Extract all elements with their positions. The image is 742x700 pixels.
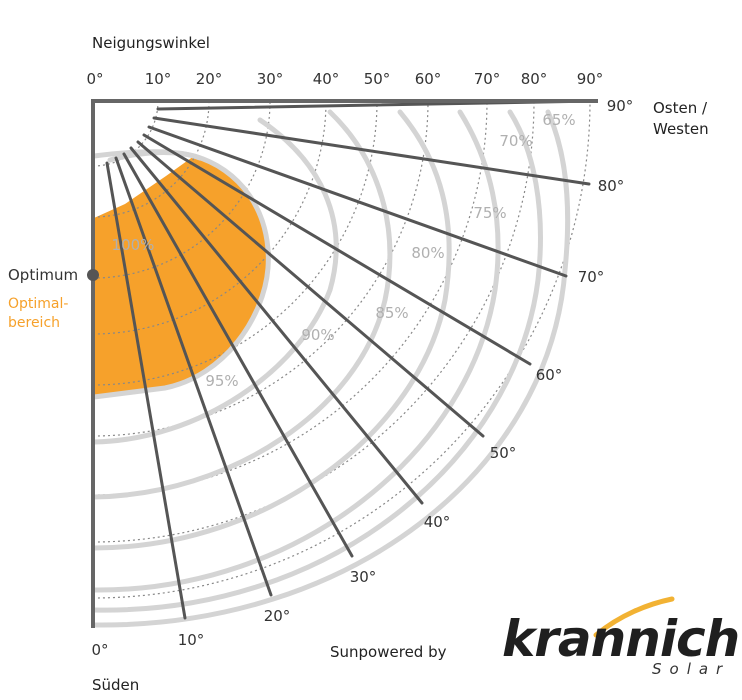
south-label: Süden bbox=[92, 676, 139, 694]
orientation-tick-30: 30° bbox=[350, 568, 377, 586]
spoke-20 bbox=[114, 156, 273, 597]
contour-85 bbox=[91, 109, 393, 500]
tilt-tick-10: 10° bbox=[145, 70, 172, 88]
tilt-tick-30: 30° bbox=[257, 70, 284, 88]
contour-95 bbox=[91, 150, 271, 400]
orientation-tick-70: 70° bbox=[578, 268, 605, 286]
contour-75 bbox=[91, 109, 501, 593]
orientation-tick-90: 90° bbox=[607, 97, 634, 115]
spoke-40 bbox=[129, 146, 424, 505]
sunpowered-by-text: Sunpowered by bbox=[330, 643, 447, 661]
grid-arc bbox=[92, 100, 159, 167]
yield-label-95: 95% bbox=[205, 372, 238, 390]
tilt-tick-40: 40° bbox=[313, 70, 340, 88]
yield-label-75: 75% bbox=[473, 204, 506, 222]
spoke-60 bbox=[142, 133, 532, 366]
orientation-tick-40: 40° bbox=[424, 513, 451, 531]
yield-label-90: 90% bbox=[301, 326, 334, 344]
tilt-tick-70: 70° bbox=[474, 70, 501, 88]
brand-logo-text: krannich bbox=[502, 610, 739, 668]
tilt-tick-0: 0° bbox=[86, 70, 103, 88]
tilt-tick-90: 90° bbox=[577, 70, 604, 88]
yield-label-100: 100% bbox=[112, 236, 155, 254]
grid-arc bbox=[92, 100, 591, 599]
orientation-tick-labels: 0° 10° 20° 30° 40° 50° 60° 70° 80° 90° bbox=[91, 97, 633, 659]
east-west-label-line2: Westen bbox=[653, 120, 709, 138]
orientation-tick-0: 0° bbox=[91, 641, 108, 659]
yield-label-80: 80% bbox=[411, 244, 444, 262]
optimum-label: Optimum bbox=[8, 266, 78, 284]
spoke-10 bbox=[105, 161, 187, 620]
orientation-tick-80: 80° bbox=[598, 177, 625, 195]
grid-arc bbox=[92, 100, 535, 543]
tilt-tick-labels: 0° 10° 20° 30° 40° 50° 60° 70° 80° 90° bbox=[86, 70, 603, 88]
contour-80 bbox=[91, 109, 452, 551]
tilt-tick-20: 20° bbox=[196, 70, 223, 88]
brand-logo-subtext: Solar bbox=[652, 660, 730, 678]
spoke-50 bbox=[136, 140, 485, 438]
spoke-30 bbox=[122, 152, 354, 558]
orientation-tick-50: 50° bbox=[490, 444, 517, 462]
yield-contour-labels: 100% 95% 90% 85% 80% 75% 70% 65% bbox=[112, 111, 576, 390]
optimum-marker bbox=[87, 269, 99, 281]
tilt-axis-title: Neigungswinkel bbox=[92, 34, 210, 52]
east-west-label-line1: Osten / bbox=[653, 99, 708, 117]
tilt-tick-50: 50° bbox=[364, 70, 391, 88]
brand-swoosh bbox=[593, 596, 675, 638]
tilt-tick-80: 80° bbox=[521, 70, 548, 88]
spoke-70 bbox=[147, 125, 568, 278]
yield-label-85: 85% bbox=[375, 304, 408, 322]
yield-contours bbox=[91, 109, 571, 628]
grid-arc bbox=[92, 100, 210, 218]
grid-arc bbox=[92, 100, 488, 496]
orientation-tick-10: 10° bbox=[178, 631, 205, 649]
optimal-range-label-line1: Optimal- bbox=[8, 296, 68, 312]
orientation-spokes bbox=[105, 99, 598, 620]
orientation-tick-20: 20° bbox=[264, 607, 291, 625]
contour-65 bbox=[91, 109, 571, 628]
tilt-tick-60: 60° bbox=[415, 70, 442, 88]
yield-label-65: 65% bbox=[542, 111, 575, 129]
contour-90 bbox=[91, 117, 339, 445]
yield-label-70: 70% bbox=[499, 132, 532, 150]
spoke-80 bbox=[152, 116, 591, 186]
optimal-range-label-line2: bereich bbox=[8, 315, 60, 331]
orientation-tick-60: 60° bbox=[536, 366, 563, 384]
